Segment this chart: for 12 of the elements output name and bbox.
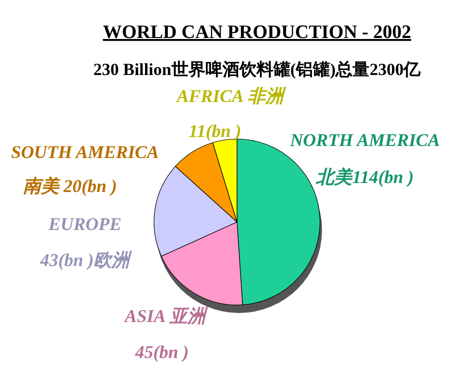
- slice-label: AFRICA 非洲: [176, 86, 286, 106]
- chart-subtitle: 230 Billion世界啤酒饮料罐(铝罐)总量2300亿: [93, 60, 422, 79]
- data-label: 43(bn )欧洲: [39, 250, 133, 270]
- slice-label: NORTH AMERICA: [289, 130, 440, 150]
- data-label: 45(bn ): [134, 342, 189, 362]
- slice-label: SOUTH AMERICA: [11, 142, 159, 162]
- data-label: 南美 20(bn ): [23, 176, 117, 196]
- slice-label: EUROPE: [47, 214, 122, 234]
- chart-title: WORLD CAN PRODUCTION - 2002: [102, 22, 412, 43]
- data-label: 11(bn ): [188, 121, 242, 141]
- data-label: 北美114(bn ): [315, 167, 414, 187]
- slice-label: ASIA 亚洲: [124, 306, 208, 326]
